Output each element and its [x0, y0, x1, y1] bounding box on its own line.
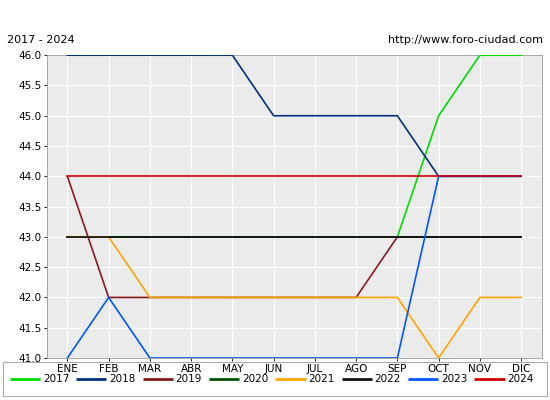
- Text: 2019: 2019: [175, 374, 202, 384]
- Text: 2017: 2017: [43, 374, 69, 384]
- Text: 2022: 2022: [375, 374, 401, 384]
- Text: http://www.foro-ciudad.com: http://www.foro-ciudad.com: [388, 35, 543, 45]
- Text: Evolucion num de emigrantes en Ahillones: Evolucion num de emigrantes en Ahillones: [93, 6, 457, 21]
- Text: 2021: 2021: [308, 374, 334, 384]
- Text: 2017 - 2024: 2017 - 2024: [7, 35, 74, 45]
- Text: 2020: 2020: [242, 374, 268, 384]
- Text: 2018: 2018: [109, 374, 136, 384]
- Text: 2024: 2024: [507, 374, 534, 384]
- Text: 2023: 2023: [441, 374, 468, 384]
